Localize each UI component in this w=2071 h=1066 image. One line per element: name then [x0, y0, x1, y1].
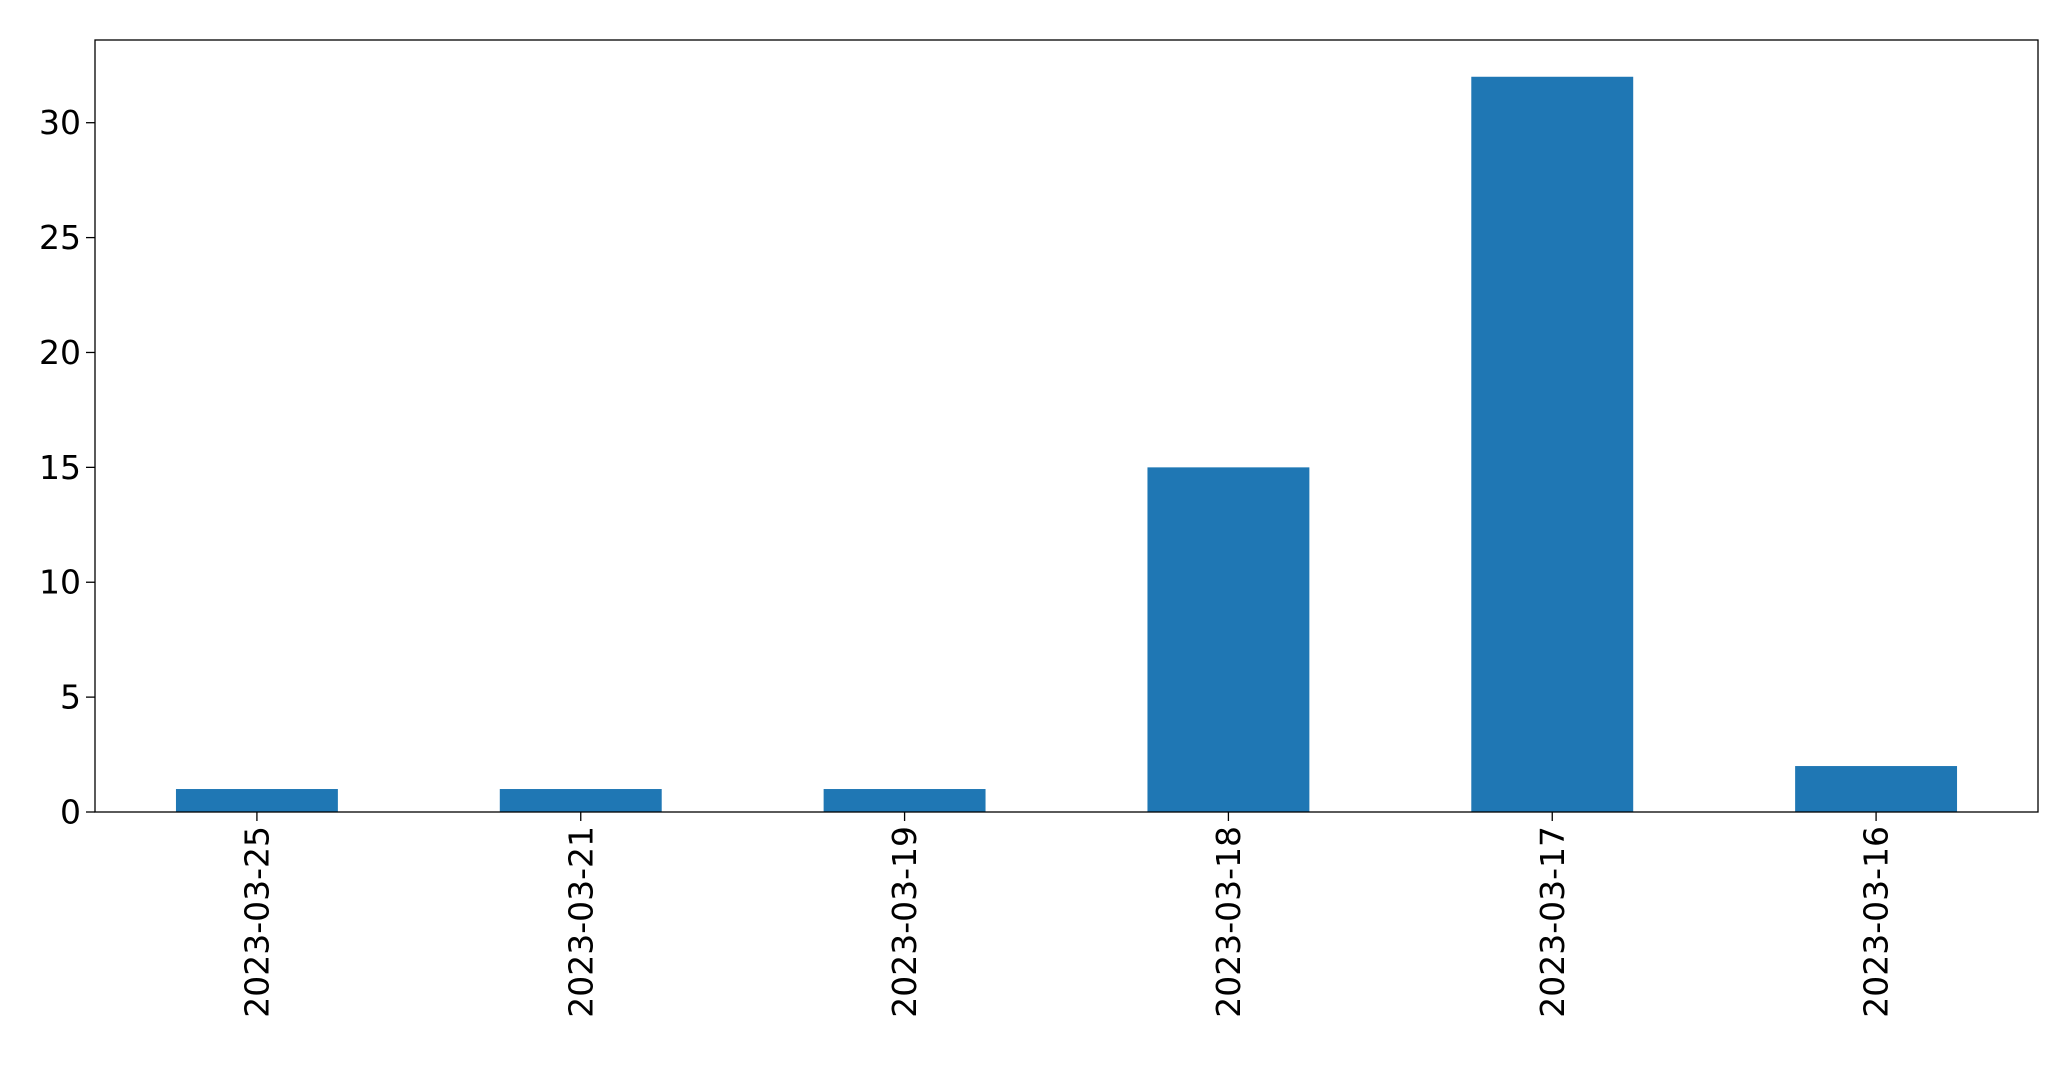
bar-2023-03-25: [175, 789, 338, 812]
y-tick-label-25: 25: [39, 218, 81, 257]
y-tick-label-5: 5: [60, 678, 81, 717]
y-tick-label-20: 20: [39, 333, 81, 372]
x-tick-label-2023-03-16: 2023-03-16: [1857, 826, 1896, 1018]
bars-layer: [175, 76, 1958, 812]
bar-2023-03-18: [1147, 467, 1310, 812]
axes-layer: 0 5 10 15 20 25 30 2023-03-25 2023-03-21 2023-03-…: [39, 103, 1896, 1018]
y-tick-label-30: 30: [39, 103, 81, 142]
plot-frame: [94, 39, 2039, 813]
bar-2023-03-17: [1471, 76, 1634, 812]
y-tick-label-15: 15: [39, 448, 81, 487]
x-tick-label-2023-03-17: 2023-03-17: [1533, 826, 1572, 1018]
y-tick-label-10: 10: [39, 563, 81, 602]
bar-2023-03-21: [499, 789, 662, 812]
bar-2023-03-19: [823, 789, 986, 812]
bar-2023-03-16: [1795, 766, 1958, 812]
x-tick-label-2023-03-19: 2023-03-19: [885, 826, 924, 1018]
x-tick-label-2023-03-25: 2023-03-25: [237, 826, 276, 1018]
x-tick-label-2023-03-18: 2023-03-18: [1209, 826, 1248, 1018]
x-tick-label-2023-03-21: 2023-03-21: [561, 826, 600, 1018]
y-tick-label-0: 0: [60, 793, 81, 832]
